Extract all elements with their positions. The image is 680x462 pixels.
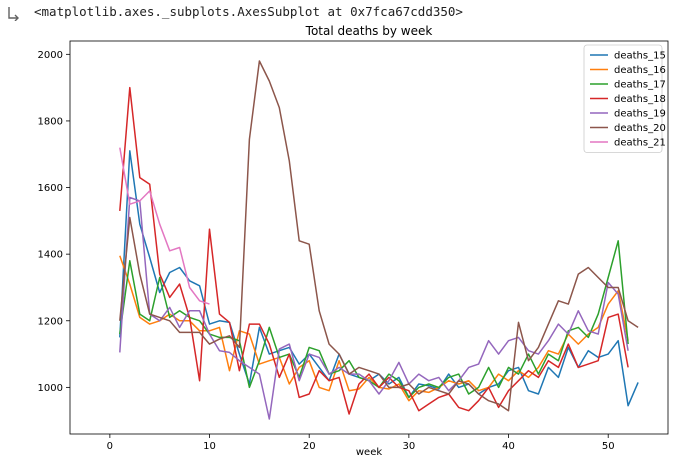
y-tick-label: 1200	[38, 316, 63, 327]
legend-label-deaths_18: deaths_18	[614, 94, 666, 105]
output-arrow-icon[interactable]	[6, 5, 22, 21]
y-tick-label: 1000	[38, 383, 63, 394]
y-tick-label: 1800	[38, 116, 63, 127]
series-line-deaths_19	[119, 196, 629, 420]
legend-label-deaths_21: deaths_21	[614, 138, 666, 149]
x-tick-label: 40	[502, 441, 515, 452]
y-tick-label: 1400	[38, 250, 63, 261]
chart-title: Total deaths by week	[305, 24, 433, 38]
legend-label-deaths_20: deaths_20	[614, 123, 666, 134]
x-tick-label: 30	[402, 441, 415, 452]
series-line-deaths_17	[119, 240, 629, 399]
plot-area-frame	[69, 40, 669, 435]
legend: deaths_15 deaths_16 deaths_17 deaths_18deat…	[583, 44, 666, 153]
legend-label-deaths_16: deaths_16	[614, 65, 666, 76]
legend-label-deaths_17: deaths_17	[614, 80, 666, 91]
series-line-deaths_18	[119, 86, 629, 415]
series-line-deaths_16	[119, 255, 629, 402]
cell-output-row: <matplotlib.axes._subplots.AxesSubplot a…	[0, 0, 680, 24]
x-tick-label: 0	[107, 441, 113, 452]
x-tick-label: 10	[203, 441, 216, 452]
output-repr-text: <matplotlib.axes._subplots.AxesSubplot a…	[34, 4, 463, 19]
legend-label-deaths_19: deaths_19	[614, 109, 666, 120]
y-tick-label: 1600	[38, 183, 63, 194]
y-tick-label: 2000	[38, 50, 63, 61]
legend-label-deaths_15: deaths_15	[614, 51, 666, 62]
series-line-deaths_20	[119, 60, 639, 412]
x-tick-label: 20	[303, 441, 316, 452]
x-tick-label: 50	[602, 441, 615, 452]
series-line-deaths_21	[119, 147, 210, 305]
x-axis-label: week	[356, 447, 382, 458]
legend-box	[583, 44, 663, 153]
